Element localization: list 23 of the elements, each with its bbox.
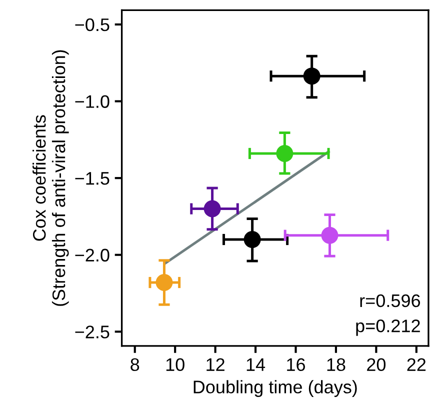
annotation: p=0.212 (356, 320, 420, 336)
point (156, 274, 173, 292)
x-tick-label: 20 (367, 358, 386, 372)
point (303, 68, 320, 85)
annotation: r=0.596 (360, 294, 420, 308)
y-tick-label: −1.5 (75, 172, 110, 185)
x-tick-label: 22 (407, 358, 426, 371)
y-tick-label: −2.0 (75, 248, 110, 262)
point (244, 231, 261, 248)
point (276, 144, 294, 162)
x-tick-label: 10 (166, 358, 184, 372)
y-tick-label: −2.5 (75, 326, 110, 338)
x-tick-label: 14 (246, 358, 266, 371)
x-tick-label: 12 (206, 358, 224, 371)
point (321, 226, 338, 244)
y-tick-label: −0.5 (75, 18, 110, 32)
y-tick-label: −1.0 (75, 95, 110, 108)
x-tick-label: 8 (130, 358, 140, 372)
point (204, 200, 221, 218)
x-tick-label: 16 (287, 358, 305, 372)
x-tick-label: 18 (327, 358, 346, 372)
y-axis-title: Cox coefficients (Strength of anti-viral protection) (32, 50, 69, 306)
x-axis-title: Doubling time (days) (194, 380, 357, 397)
